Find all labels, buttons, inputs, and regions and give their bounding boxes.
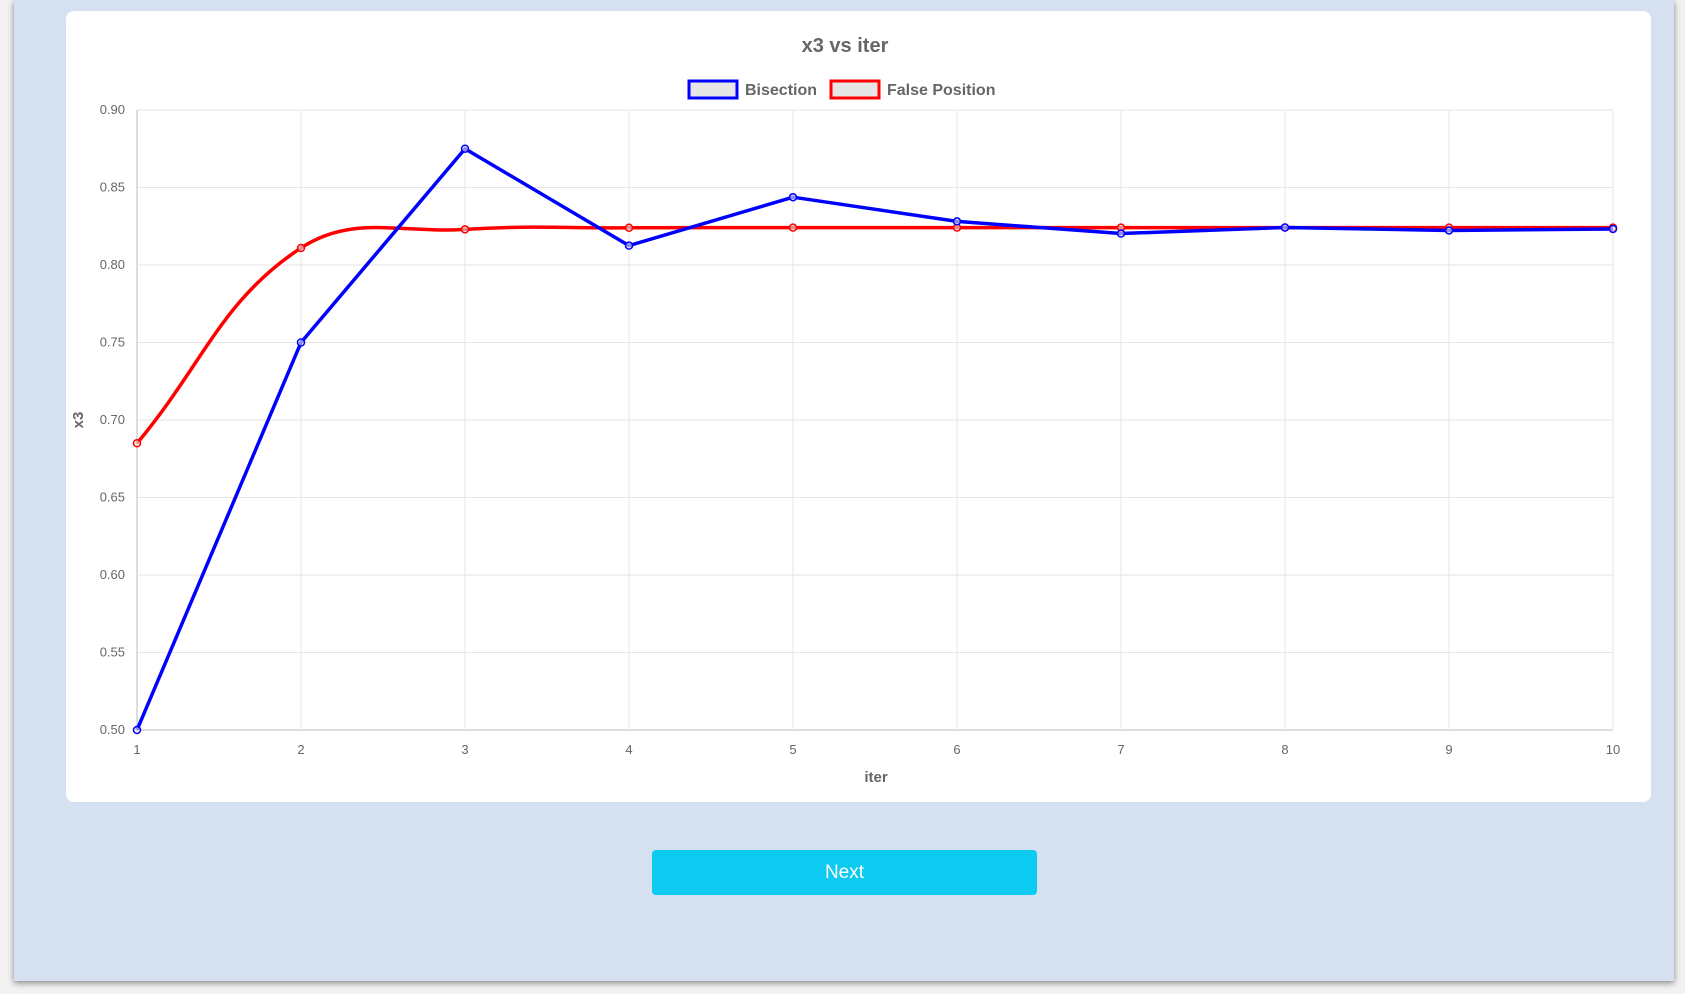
y-tick-label: 0.65 — [100, 490, 125, 505]
y-tick-label: 0.55 — [100, 645, 125, 660]
series-layer — [132, 144, 1618, 735]
y-tick-label: 0.80 — [100, 257, 125, 272]
x-tick-label: 3 — [461, 742, 468, 757]
legend: Bisection False Position — [687, 79, 995, 100]
y-tick-label: 0.60 — [100, 567, 125, 582]
legend-swatch — [829, 79, 881, 100]
data-point — [460, 144, 470, 153]
y-tick-label: 0.85 — [100, 180, 125, 195]
data-point — [460, 225, 470, 234]
x-tick-label: 9 — [1445, 742, 1452, 757]
data-point — [132, 439, 142, 448]
x-tick-label: 10 — [1606, 742, 1620, 757]
data-point — [952, 217, 962, 226]
data-point — [788, 223, 798, 232]
series-line — [135, 147, 1614, 731]
x-axis-label: iter — [864, 769, 888, 786]
x-tick-label: 2 — [297, 742, 304, 757]
data-point — [624, 223, 634, 233]
data-point — [132, 725, 142, 735]
x-tick-label: 1 — [133, 742, 140, 757]
data-point — [788, 192, 798, 202]
grid: 0.50 0.55 0.60 0.65 0.70 0.75 0.80 0.85 0.90 1 2 3 4… — [100, 102, 1621, 757]
data-point — [1608, 224, 1618, 234]
y-tick-label: 0.90 — [100, 102, 125, 117]
data-point — [296, 243, 306, 253]
series-line — [135, 225, 1613, 445]
data-point — [1280, 223, 1290, 232]
chart-card — [66, 11, 1651, 802]
x-tick-label: 5 — [789, 742, 796, 757]
x-tick-label: 4 — [625, 742, 632, 757]
data-point — [1444, 226, 1454, 235]
chart-title: x3 vs iter — [802, 35, 889, 57]
page-panel — [14, 0, 1674, 981]
legend-swatch — [687, 79, 739, 100]
x-tick-label: 8 — [1281, 742, 1288, 757]
data-point — [296, 338, 306, 347]
y-tick-label: 0.75 — [100, 335, 125, 350]
x-tick-label: 7 — [1117, 742, 1124, 757]
y-tick-label: 0.70 — [100, 412, 125, 427]
legend-label: False Position — [887, 82, 995, 99]
y-axis-label: x3 — [70, 412, 87, 429]
next-button[interactable]: Next — [652, 850, 1037, 895]
data-point — [624, 241, 634, 250]
y-tick-label: 0.50 — [100, 722, 125, 737]
data-point — [1116, 229, 1126, 238]
x-tick-label: 6 — [953, 742, 960, 757]
legend-label: Bisection — [745, 82, 817, 99]
